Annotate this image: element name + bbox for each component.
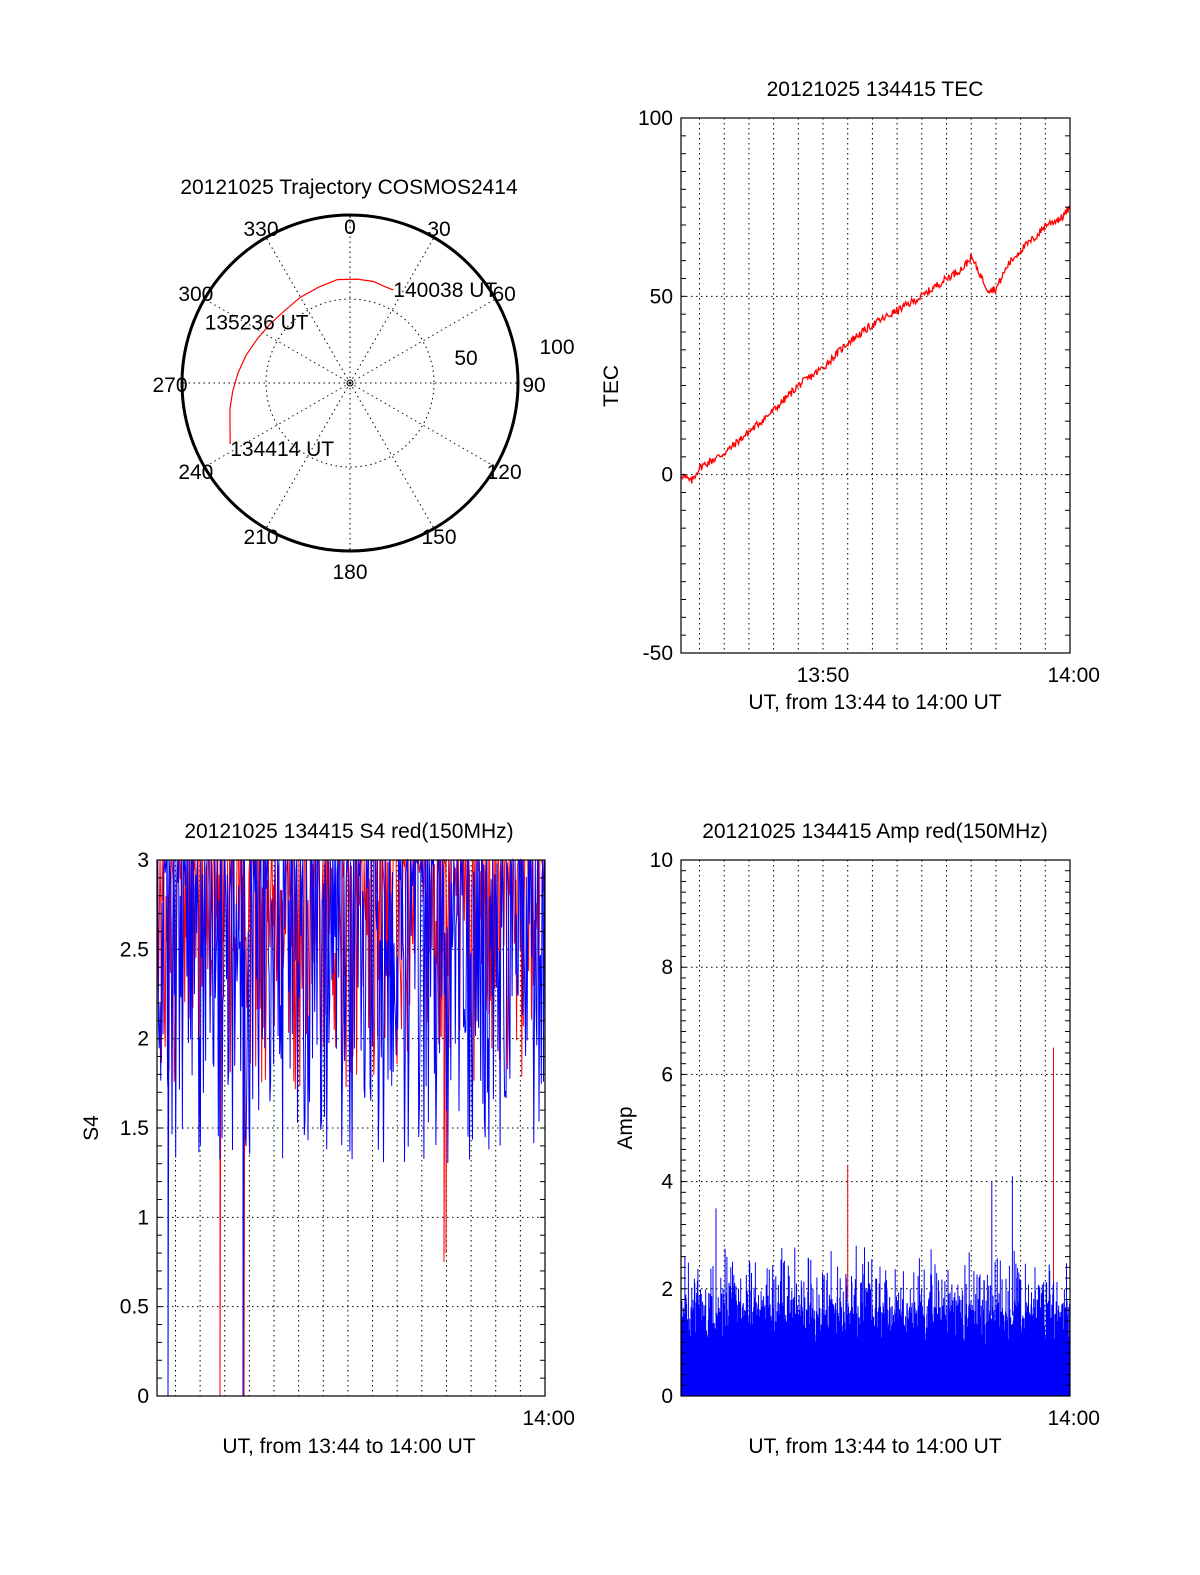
polar-grid-spoke bbox=[349, 298, 496, 384]
azimuth-label: 90 bbox=[522, 374, 545, 397]
polar-azimuth-labels: 0 30 60 90 120 150 180 210 240 270 300 330 bbox=[152, 216, 545, 584]
s4-blue-series bbox=[156, 858, 546, 1397]
polar-trajectory-plot: 20121025 Trajectory COSMOS2414 0 30 60 90 12… bbox=[152, 176, 574, 584]
tec-y-tick-label: -50 bbox=[643, 642, 673, 665]
tec-tick-labels: -50 0 50 100 13:50 14:00 bbox=[638, 107, 1100, 687]
amp-y-tick-label: 2 bbox=[661, 1278, 673, 1301]
s4-tick-labels: 0 0.5 1 1.5 2 2.5 3 14:00 bbox=[120, 849, 575, 1430]
polar-grid-spoke bbox=[265, 237, 351, 384]
s4-y-tick-label: 0 bbox=[137, 1385, 149, 1408]
azimuth-label: 60 bbox=[492, 283, 515, 306]
s4-y-tick-label: 2 bbox=[137, 1028, 149, 1051]
azimuth-label: 150 bbox=[421, 526, 456, 549]
amp-y-tick-label: 0 bbox=[661, 1385, 673, 1408]
amp-title: 20121025 134415 Amp red(150MHz) bbox=[702, 820, 1048, 843]
tec-y-tick-label: 50 bbox=[650, 285, 673, 308]
trajectory-time-label: 135236 UT bbox=[205, 312, 309, 335]
azimuth-label: 270 bbox=[152, 374, 187, 397]
amp-y-axis-label: Amp bbox=[614, 1106, 637, 1149]
amp-x-axis-label: UT, from 13:44 to 14:00 UT bbox=[748, 1435, 1001, 1458]
tec-y-tick-label: 0 bbox=[661, 464, 673, 487]
azimuth-label: 300 bbox=[178, 283, 213, 306]
azimuth-label: 330 bbox=[243, 218, 278, 241]
polar-grid bbox=[182, 215, 518, 551]
radius-label: 100 bbox=[539, 336, 574, 359]
s4-y-tick-label: 1.5 bbox=[120, 1117, 149, 1140]
polar-title: 20121025 Trajectory COSMOS2414 bbox=[180, 176, 518, 199]
polar-grid-spoke bbox=[204, 298, 351, 384]
polar-center-mark bbox=[346, 379, 354, 387]
s4-y-tick-label: 1 bbox=[137, 1206, 149, 1229]
s4-y-axis-label: S4 bbox=[80, 1115, 103, 1141]
amp-plot: 20121025 134415 Amp red(150MHz) 0 2 4 6 8 10 1… bbox=[614, 820, 1100, 1458]
polar-grid-spoke bbox=[204, 382, 351, 468]
tec-y-tick-label: 100 bbox=[638, 107, 673, 130]
trajectory-annotations: 134414 UT 135236 UT 140038 UT bbox=[205, 279, 498, 461]
azimuth-label: 240 bbox=[178, 461, 213, 484]
amp-blue-series bbox=[680, 1176, 1071, 1396]
tec-x-axis-label: UT, from 13:44 to 14:00 UT bbox=[748, 691, 1001, 714]
azimuth-label: 120 bbox=[487, 461, 522, 484]
s4-y-tick-label: 0.5 bbox=[120, 1296, 149, 1319]
amp-x-tick-label: 14:00 bbox=[1047, 1407, 1100, 1430]
polar-grid-spoke bbox=[349, 237, 435, 384]
tec-series-line bbox=[680, 206, 1071, 484]
tec-x-tick-label: 13:50 bbox=[797, 664, 850, 687]
azimuth-label: 210 bbox=[243, 526, 278, 549]
azimuth-label: 0 bbox=[344, 216, 356, 239]
amp-y-tick-label: 6 bbox=[661, 1063, 673, 1086]
amp-y-tick-label: 8 bbox=[661, 956, 673, 979]
polar-grid-spoke bbox=[349, 382, 435, 529]
tec-grid bbox=[681, 117, 1070, 654]
trajectory-time-label: 140038 UT bbox=[393, 279, 497, 302]
amp-red-series bbox=[847, 1047, 1054, 1300]
trajectory-line bbox=[229, 278, 394, 445]
s4-title: 20121025 134415 S4 red(150MHz) bbox=[184, 820, 513, 843]
polar-grid-spoke bbox=[349, 382, 496, 468]
polar-outer-ring bbox=[180, 213, 520, 553]
amp-y-tick-label: 4 bbox=[661, 1171, 673, 1194]
amp-tick-labels: 0 2 4 6 8 10 14:00 bbox=[650, 849, 1100, 1430]
s4-y-tick-label: 3 bbox=[137, 849, 149, 872]
polar-grid-ring-50 bbox=[265, 298, 435, 468]
radius-label: 50 bbox=[454, 347, 477, 370]
polar-radius-labels: 50 100 bbox=[454, 336, 574, 370]
s4-y-tick-label: 2.5 bbox=[120, 938, 149, 961]
s4-plot: 20121025 134415 S4 red(150MHz) 0 0.5 1 1.5 2… bbox=[80, 820, 575, 1458]
amp-y-tick-label: 10 bbox=[650, 849, 673, 872]
trajectory-time-label: 134414 UT bbox=[230, 438, 334, 461]
s4-x-tick-label: 14:00 bbox=[522, 1407, 575, 1430]
tec-y-axis-label: TEC bbox=[600, 365, 623, 407]
tec-title: 20121025 134415 TEC bbox=[767, 78, 984, 101]
azimuth-label: 30 bbox=[427, 218, 450, 241]
tec-x-tick-label: 14:00 bbox=[1047, 664, 1100, 687]
s4-x-axis-label: UT, from 13:44 to 14:00 UT bbox=[222, 1435, 475, 1458]
azimuth-label: 180 bbox=[332, 561, 367, 584]
tec-frame bbox=[680, 117, 1071, 654]
